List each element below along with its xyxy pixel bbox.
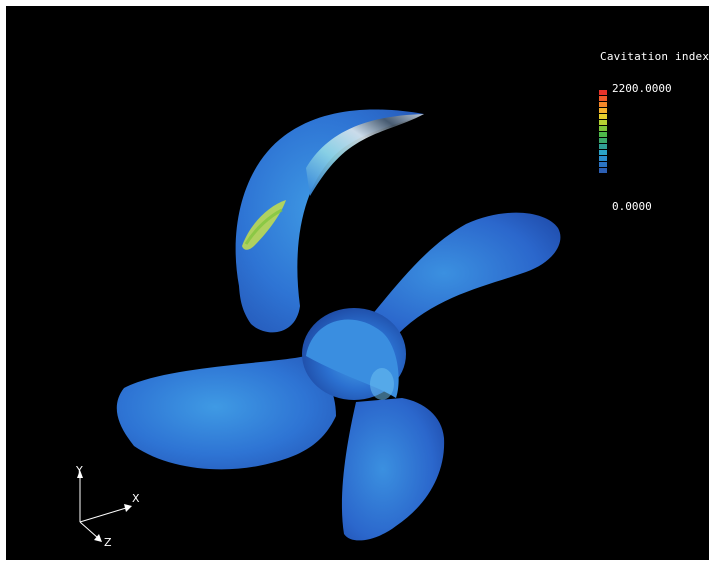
legend-color-cell: [599, 90, 607, 95]
legend-color-cell: [599, 126, 607, 131]
axis-x-label: X: [132, 492, 140, 505]
legend-color-cell: [599, 120, 607, 125]
legend-color-cell: [599, 108, 607, 113]
legend-color-cell: [599, 132, 607, 137]
legend-color-cell: [599, 156, 607, 161]
blade-top: [235, 109, 424, 333]
legend-color-cell: [599, 150, 607, 155]
legend-color-cell: [599, 168, 607, 173]
blade-right: [366, 212, 561, 334]
legend-color-cell: [599, 96, 607, 101]
3d-viewport[interactable]: Cavitation index 2 2200.0000 0.0000 Y X …: [6, 6, 709, 560]
legend-title: Cavitation index 2: [600, 50, 709, 63]
legend-max-label: 2200.0000: [612, 82, 672, 95]
legend-color-cell: [599, 102, 607, 107]
blade-left: [116, 356, 336, 470]
blade-top-tip: [306, 114, 424, 196]
blade-bottom: [341, 398, 445, 541]
axis-y-label: Y: [76, 464, 83, 477]
legend-color-scale: [599, 90, 607, 174]
axis-z-label: Z: [104, 536, 112, 549]
propeller-render: [116, 109, 561, 541]
legend-color-cell: [599, 162, 607, 167]
legend-min-label: 0.0000: [612, 200, 652, 213]
legend-color-cell: [599, 138, 607, 143]
legend-color-cell: [599, 114, 607, 119]
legend-color-cell: [599, 144, 607, 149]
axis-triad-icon: [77, 470, 132, 542]
